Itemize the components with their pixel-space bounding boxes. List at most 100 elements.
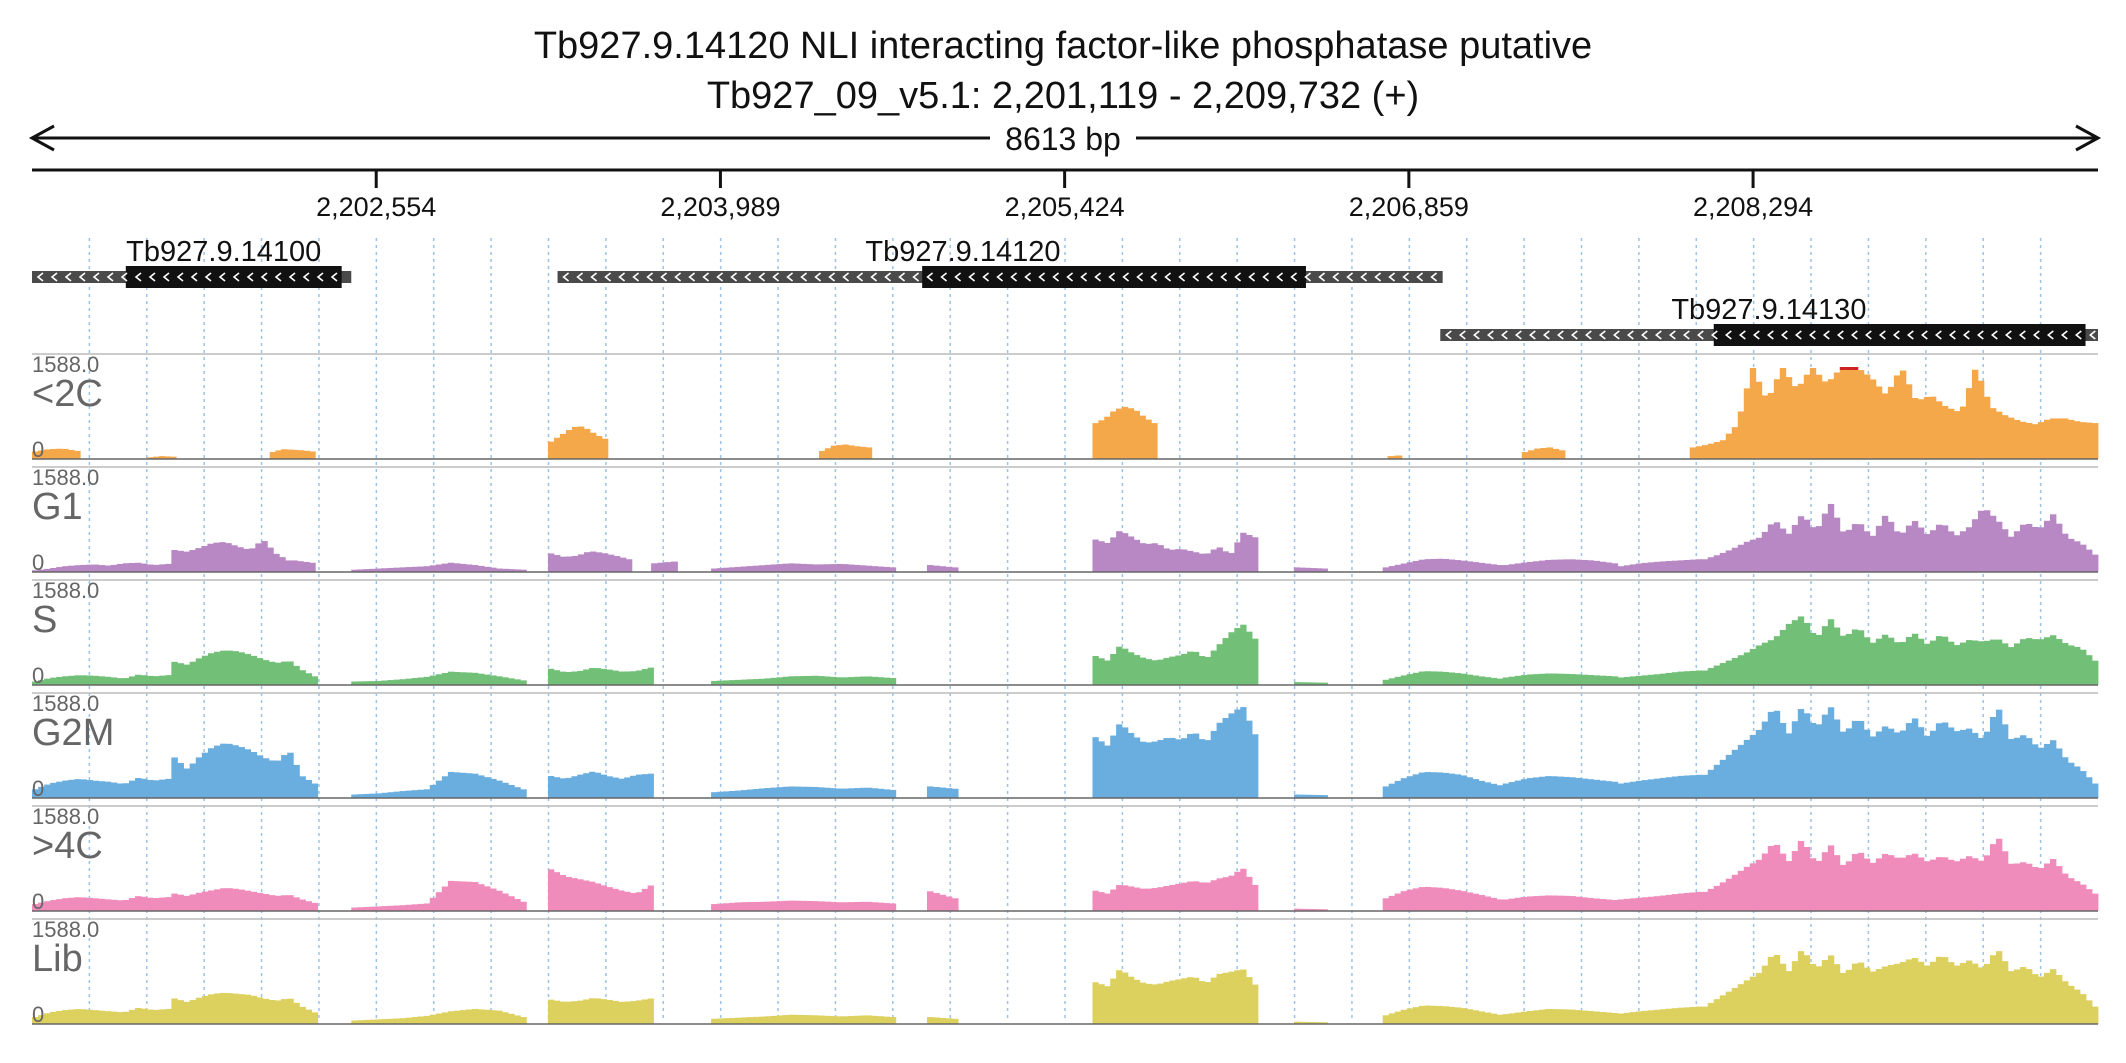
coverage-bar bbox=[1899, 961, 1907, 1024]
coverage-bar bbox=[2025, 638, 2033, 685]
track-ymin-label: 0 bbox=[32, 550, 44, 575]
coverage-bar bbox=[1701, 670, 1709, 685]
coverage-bar bbox=[2037, 868, 2045, 911]
coverage-bar bbox=[1971, 519, 1979, 572]
coverage-bar bbox=[1466, 892, 1474, 911]
coverage-bar bbox=[231, 545, 238, 572]
coverage-bar bbox=[201, 995, 209, 1024]
coverage-bar bbox=[565, 777, 572, 798]
coverage-bar bbox=[1911, 718, 1919, 798]
coverage-bar bbox=[62, 1010, 69, 1024]
coverage-bar bbox=[1127, 732, 1135, 798]
strand-arrow-icon bbox=[1402, 272, 1410, 282]
coverage-bar bbox=[1869, 642, 1877, 685]
coverage-bar bbox=[135, 1007, 142, 1024]
coverage-bar bbox=[453, 881, 461, 911]
coverage-bar bbox=[945, 566, 953, 572]
coverage-bar bbox=[2049, 635, 2057, 685]
gene-label: Tb927.9.14100 bbox=[126, 236, 321, 268]
coverage-bar bbox=[782, 676, 789, 685]
coverage-bar bbox=[429, 1014, 437, 1024]
coverage-bar bbox=[1466, 674, 1474, 685]
coverage-bar bbox=[717, 568, 724, 572]
coverage-bar bbox=[1719, 552, 1727, 572]
coverage-bar bbox=[1989, 955, 1997, 1024]
coverage-bar bbox=[1145, 543, 1152, 572]
coverage-bar bbox=[177, 550, 184, 572]
coverage-bar bbox=[1701, 774, 1709, 798]
strand-arrow-icon bbox=[260, 272, 268, 282]
coverage-bar bbox=[559, 778, 566, 798]
coverage-bar bbox=[2061, 873, 2069, 911]
coverage-bar bbox=[1641, 780, 1649, 798]
coverage-bar bbox=[1965, 728, 1973, 798]
coverage-bar bbox=[1605, 1012, 1613, 1024]
coverage-bar bbox=[860, 901, 867, 911]
coverage-bar bbox=[1629, 898, 1637, 911]
strand-arrow-icon bbox=[716, 272, 724, 282]
coverage-bar bbox=[1755, 537, 1763, 572]
coverage-bar bbox=[647, 667, 654, 685]
coverage-bar bbox=[261, 541, 268, 572]
coverage-bar bbox=[794, 563, 801, 572]
coverage-bar bbox=[1575, 559, 1582, 572]
coverage-bar bbox=[68, 675, 75, 685]
coverage-bar bbox=[262, 894, 270, 911]
coverage-track: 1588.0<2C0 bbox=[32, 352, 2099, 462]
coverage-bar bbox=[1941, 957, 1949, 1024]
coverage-bar bbox=[717, 791, 724, 798]
coverage-bar bbox=[98, 1010, 106, 1024]
coverage-bar bbox=[1911, 853, 1919, 911]
strand-arrow-icon bbox=[1178, 272, 1186, 282]
coverage-bar bbox=[1611, 781, 1619, 798]
coverage-bar bbox=[2091, 554, 2099, 572]
coverage-bar bbox=[1133, 979, 1141, 1024]
coverage-bar bbox=[220, 743, 227, 798]
coverage-bar bbox=[262, 998, 270, 1024]
coverage-bar bbox=[1454, 774, 1462, 798]
coverage-bar bbox=[1941, 525, 1949, 572]
coverage-bar bbox=[213, 542, 220, 572]
coverage-bar bbox=[1436, 671, 1444, 685]
coverage-bar bbox=[2055, 523, 2063, 572]
coverage-bar bbox=[201, 891, 209, 911]
coverage-bar bbox=[1539, 1009, 1546, 1024]
coverage-bar bbox=[2055, 748, 2063, 798]
coverage-bar bbox=[565, 671, 572, 685]
coverage-bar bbox=[285, 560, 292, 572]
strand-arrow-icon bbox=[674, 272, 682, 282]
coverage-bar bbox=[830, 1016, 837, 1024]
coverage-bar bbox=[369, 681, 376, 685]
coverage-bar bbox=[447, 1011, 455, 1024]
coverage-bar bbox=[794, 900, 801, 911]
strand-arrow-icon bbox=[1164, 272, 1172, 282]
coverage-bar bbox=[1151, 888, 1158, 911]
coverage-bar bbox=[1145, 419, 1152, 459]
coverage-bar bbox=[1683, 559, 1691, 572]
coverage-bar bbox=[171, 998, 178, 1024]
coverage-bar bbox=[2085, 889, 2093, 911]
coverage-bar bbox=[865, 901, 873, 911]
coverage-bar bbox=[68, 1009, 75, 1024]
coverage-bar bbox=[818, 901, 825, 911]
coverage-bar bbox=[478, 884, 485, 911]
coverage-bar bbox=[1791, 851, 1799, 911]
coverage-bar bbox=[1234, 871, 1241, 911]
coverage-bar bbox=[612, 777, 619, 798]
coverage-bar bbox=[2055, 866, 2063, 911]
coverage-bar bbox=[1863, 374, 1871, 459]
coverage-bar bbox=[502, 568, 509, 572]
strand-arrow-icon bbox=[1962, 330, 1970, 340]
coverage-bar bbox=[429, 784, 437, 798]
coverage-bar bbox=[1695, 446, 1703, 459]
coverage-bar bbox=[1635, 780, 1643, 798]
coverage-bar bbox=[86, 780, 93, 798]
overflow-marker bbox=[1839, 367, 1847, 370]
coverage-bar bbox=[299, 1006, 306, 1024]
coverage-bar bbox=[577, 670, 584, 685]
coverage-bar bbox=[1234, 709, 1241, 798]
coverage-bar bbox=[1839, 531, 1847, 572]
coverage-bar bbox=[1869, 379, 1877, 459]
coverage-bar bbox=[1887, 728, 1895, 798]
coverage-bar bbox=[1122, 972, 1129, 1024]
